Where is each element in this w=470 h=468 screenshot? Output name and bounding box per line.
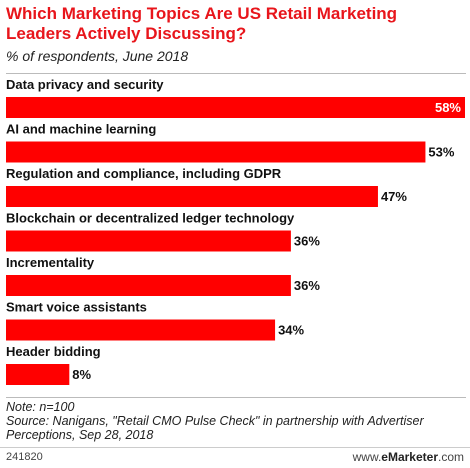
category-label: Header bidding bbox=[6, 344, 101, 359]
chart-source: Source: Nanigans, "Retail CMO Pulse Chec… bbox=[6, 414, 424, 442]
brand-link[interactable]: www.eMarketer.com bbox=[353, 450, 464, 464]
value-label: 58% bbox=[435, 100, 461, 115]
category-label: Blockchain or decentralized ledger techn… bbox=[6, 211, 295, 226]
top-divider bbox=[6, 73, 466, 74]
brand-prefix: www. bbox=[352, 450, 382, 464]
bar bbox=[6, 319, 276, 341]
footer-divider bbox=[0, 447, 470, 448]
bar bbox=[6, 97, 465, 118]
value-label: 34% bbox=[278, 323, 304, 338]
chart-note: Note: n=100 bbox=[6, 400, 75, 414]
value-label: 47% bbox=[381, 189, 407, 204]
bar bbox=[6, 364, 70, 385]
value-label: 36% bbox=[294, 234, 320, 249]
category-label: Incrementality bbox=[6, 255, 95, 270]
brand-suffix: .com bbox=[437, 450, 464, 464]
category-label: Smart voice assistants bbox=[6, 300, 147, 315]
value-label: 36% bbox=[294, 278, 320, 293]
brand-name: eMarketer bbox=[381, 450, 438, 464]
bar-chart: Data privacy and security 58% AI and machi… bbox=[6, 77, 465, 385]
bar bbox=[6, 141, 426, 163]
category-label: Data privacy and security bbox=[6, 77, 164, 92]
bar bbox=[6, 275, 291, 296]
chart-subtitle: % of respondents, June 2018 bbox=[6, 48, 189, 64]
value-label: 53% bbox=[428, 145, 454, 160]
bar bbox=[6, 230, 291, 252]
category-label: AI and machine learning bbox=[6, 122, 156, 137]
chart-id: 241820 bbox=[6, 451, 43, 463]
category-label: Regulation and compliance, including GDP… bbox=[6, 166, 282, 181]
value-label: 8% bbox=[72, 367, 91, 382]
chart-title: Which Marketing Topics Are US Retail Mar… bbox=[6, 4, 398, 43]
bar bbox=[6, 186, 378, 207]
bottom-divider bbox=[6, 397, 466, 398]
